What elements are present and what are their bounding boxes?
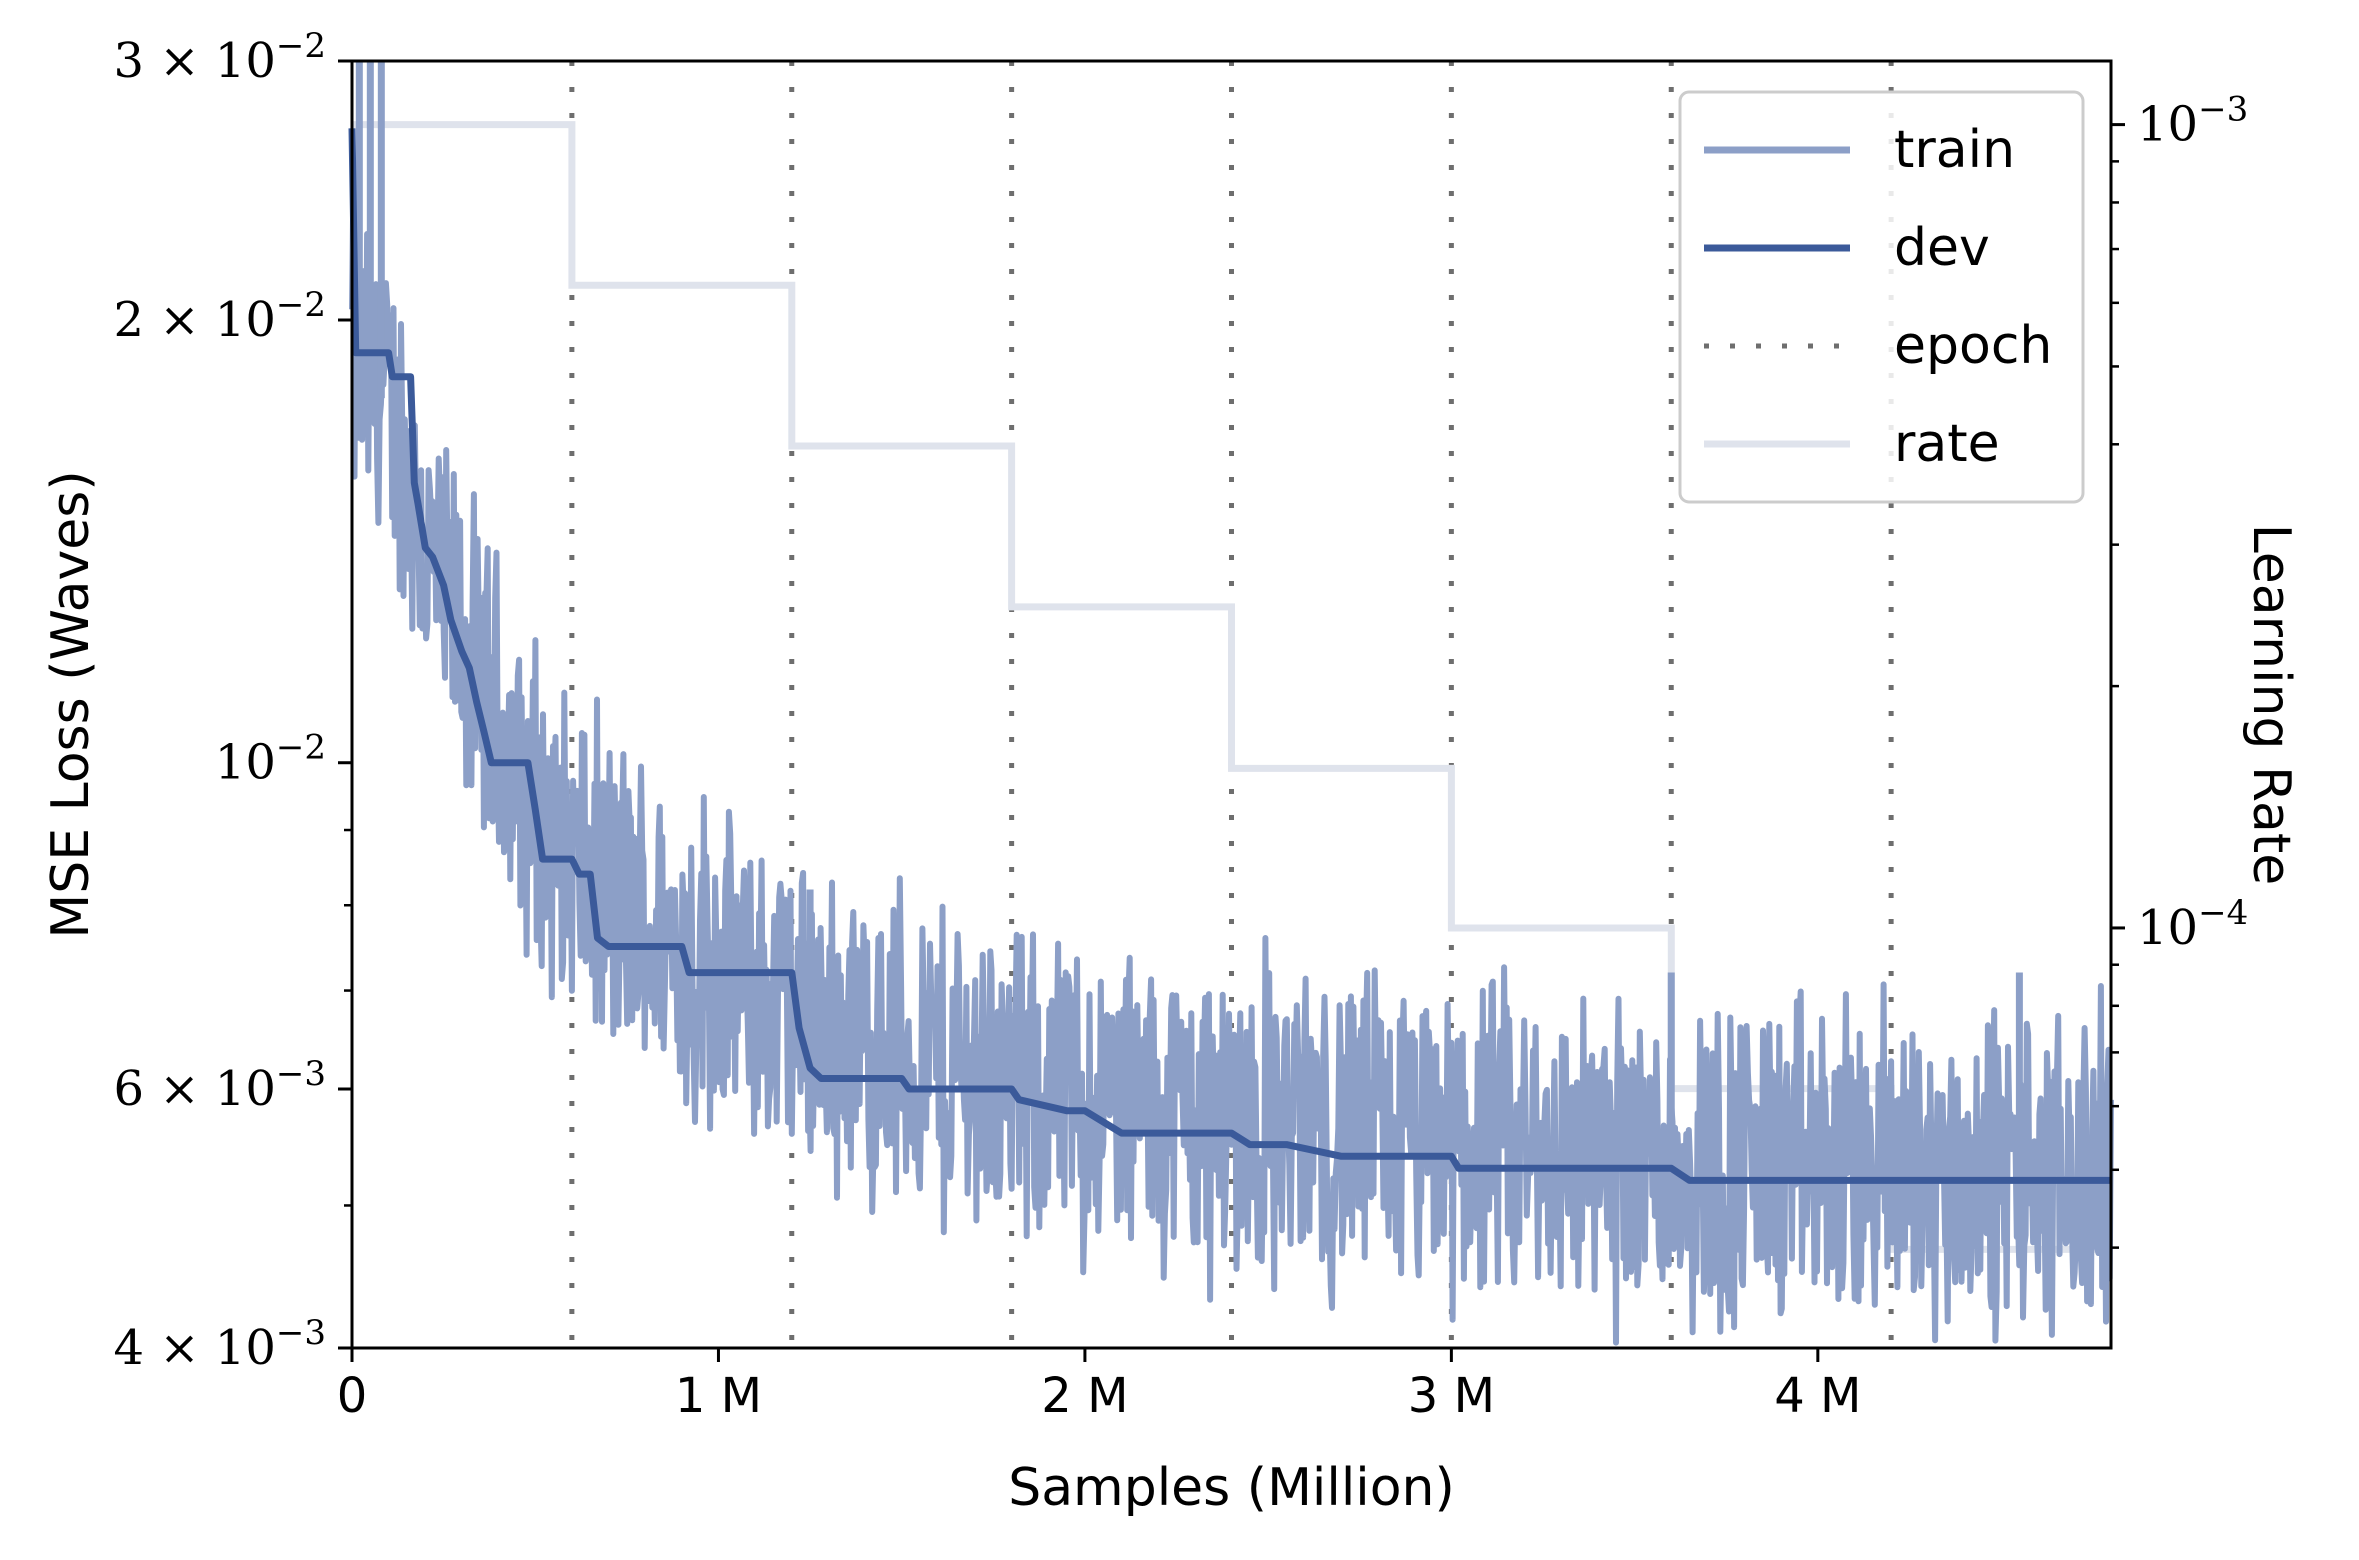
x-tick-label: 0 xyxy=(337,1368,368,1424)
legend-label-rate: rate xyxy=(1894,414,2000,474)
axis-ticks: 0 1 M 2 M 3 M 4 M 4 × 10−3 6 × 10−3 10−2 2 × 10−… xyxy=(114,26,2249,1424)
y2-tick-label: 10−4 xyxy=(2137,893,2248,956)
legend: train dev epoch rate xyxy=(1678,90,2085,504)
y-tick-label: 2 × 10−2 xyxy=(114,285,326,348)
train-line xyxy=(349,187,2114,1346)
dev-series xyxy=(348,128,2111,1184)
x-tick-label: 1 M xyxy=(675,1368,762,1424)
plot-frame xyxy=(350,59,2113,1350)
x-axis-label: Samples (Million) xyxy=(1008,1458,1455,1518)
legend-label-epoch: epoch xyxy=(1894,316,2052,376)
y-axis-label: MSE Loss (Waves) xyxy=(41,470,101,938)
dev-line xyxy=(348,128,2111,1184)
x-tick-label: 3 M xyxy=(1408,1368,1495,1424)
y-tick-label: 6 × 10−3 xyxy=(114,1054,326,1117)
x-tick-label: 4 M xyxy=(1774,1368,1861,1424)
y-tick-label: 10−2 xyxy=(215,728,326,791)
y-tick-label: 3 × 10−2 xyxy=(114,26,326,89)
legend-label-train: train xyxy=(1894,120,2015,180)
legend-box xyxy=(1678,90,2085,504)
y2-tick-label: 10−3 xyxy=(2137,90,2248,153)
legend-label-dev: dev xyxy=(1894,218,1990,278)
y2-axis-label: Learning Rate xyxy=(2241,524,2301,886)
x-tick-label: 2 M xyxy=(1041,1368,1128,1424)
train-series xyxy=(349,61,2114,1346)
y-tick-label: 4 × 10−3 xyxy=(114,1313,326,1376)
